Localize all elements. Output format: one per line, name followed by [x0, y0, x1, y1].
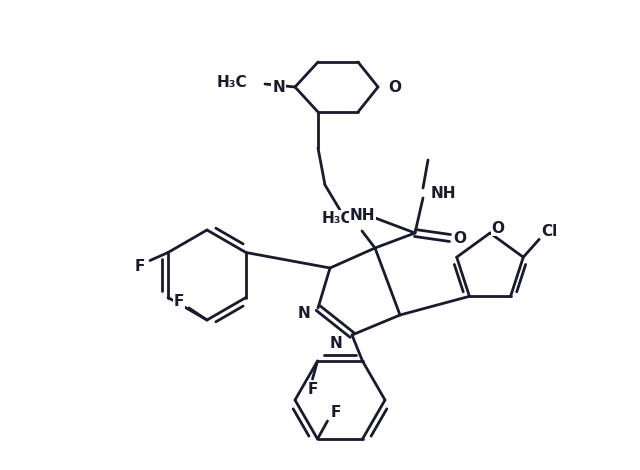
Text: O: O	[492, 220, 504, 235]
Text: N: N	[272, 79, 285, 94]
Text: F: F	[135, 259, 145, 274]
Text: O: O	[388, 79, 401, 94]
Text: N: N	[297, 306, 310, 321]
Text: F: F	[330, 406, 340, 421]
Text: F: F	[174, 295, 184, 310]
Text: H₃C: H₃C	[216, 75, 247, 89]
Text: N: N	[329, 336, 342, 351]
Text: NH: NH	[350, 207, 376, 222]
Text: NH: NH	[431, 186, 456, 201]
Text: Cl: Cl	[541, 224, 557, 239]
Text: H₃C: H₃C	[321, 211, 352, 226]
Text: O: O	[454, 230, 467, 245]
Text: F: F	[307, 382, 317, 397]
